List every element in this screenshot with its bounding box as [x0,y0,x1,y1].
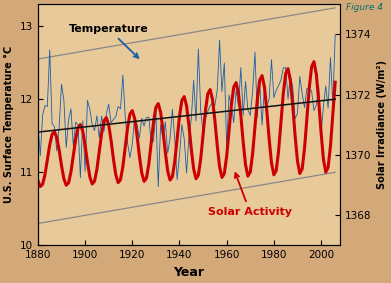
Text: Solar Activity: Solar Activity [208,173,292,217]
Y-axis label: Solar Irradiance (W/m²): Solar Irradiance (W/m²) [377,60,387,189]
X-axis label: Year: Year [174,266,204,279]
Text: Temperature: Temperature [68,24,148,58]
Y-axis label: U.S. Surface Temperature °C: U.S. Surface Temperature °C [4,46,14,203]
Text: Figure 4: Figure 4 [346,3,383,12]
